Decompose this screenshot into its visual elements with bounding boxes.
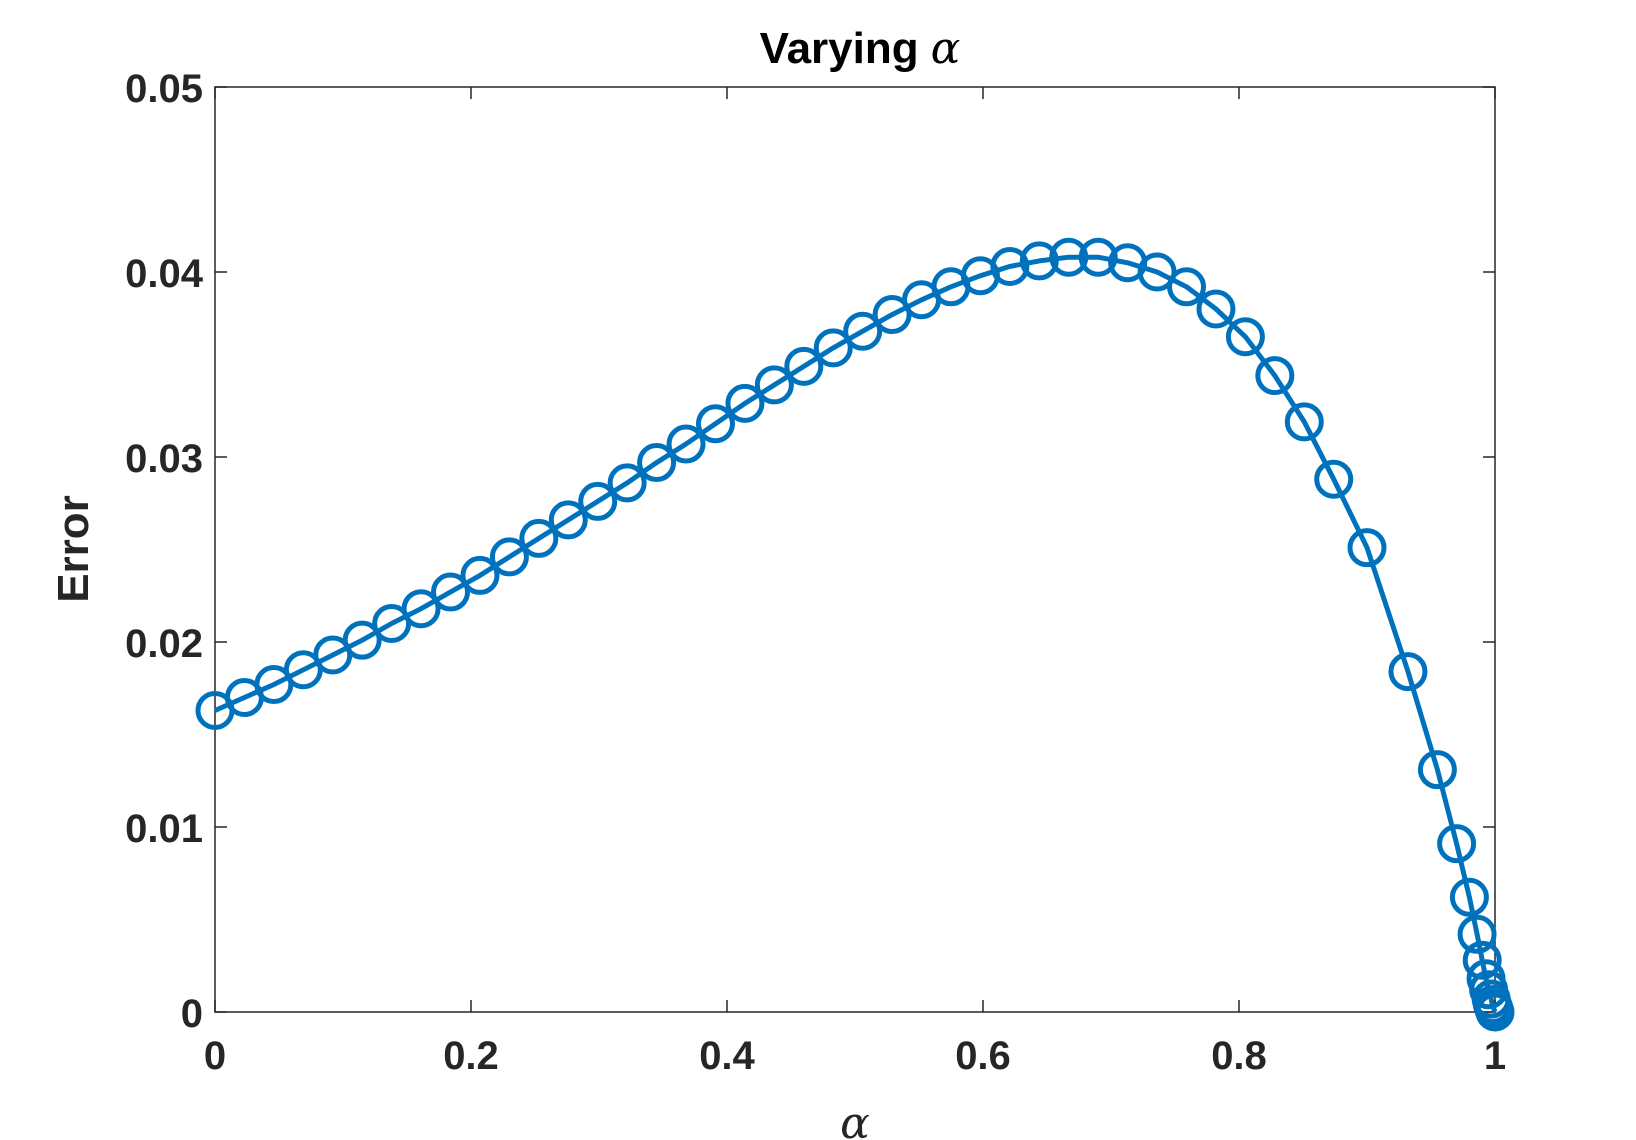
data-point-marker [431, 572, 471, 612]
data-point-marker [695, 404, 735, 444]
data-point-marker [401, 589, 441, 629]
x-tick-label: 0.6 [955, 1034, 1011, 1078]
data-point-marker [1417, 750, 1457, 790]
data-point-marker [784, 346, 824, 386]
data-point-marker [489, 537, 529, 577]
data-point-marker [1255, 356, 1295, 396]
data-point-marker [460, 555, 500, 595]
data-point-marker [1196, 289, 1236, 329]
data-point-marker [1457, 914, 1497, 954]
chart-title-symbol: α [931, 23, 961, 74]
data-point-marker [1225, 317, 1265, 357]
data-point-marker [607, 463, 647, 503]
data-point-marker [813, 328, 853, 368]
data-point-marker [548, 500, 588, 540]
axis-tick-labels: 0 0.2 0.4 0.6 0.8 1 0 0.01 0.02 0.03 0.04 0.05 [125, 67, 1506, 1078]
x-axis-label: α [840, 1098, 870, 1140]
x-tick-label: 0.2 [443, 1034, 499, 1078]
chart-title-text: Varying [760, 24, 919, 73]
data-point-marker [637, 443, 677, 483]
data-point-marker [666, 424, 706, 464]
data-point-marker [990, 246, 1030, 286]
y-tick-label: 0.01 [125, 807, 203, 851]
x-tick-label: 0.8 [1211, 1034, 1267, 1078]
y-tick-label: 0.03 [125, 437, 203, 481]
y-tick-label: 0.05 [125, 67, 203, 111]
data-point-marker [1347, 528, 1387, 568]
data-point-marker [1475, 992, 1515, 1032]
data-point-marker [1167, 267, 1207, 307]
data-point-marker [1462, 940, 1502, 980]
data-point-marker [725, 383, 765, 423]
x-tick-label: 0.4 [699, 1034, 755, 1078]
data-point-marker [1078, 237, 1118, 277]
data-point-marker [843, 311, 883, 351]
data-point-marker [578, 481, 618, 521]
data-point-marker [1314, 459, 1354, 499]
data-point-marker [1284, 402, 1324, 442]
y-axis-label: Error [49, 495, 98, 603]
data-point-marker [1049, 237, 1089, 277]
data-series [195, 237, 1515, 1032]
data-point-marker [1449, 877, 1489, 917]
x-tick-label: 1 [1484, 1034, 1506, 1078]
data-point-marker [1388, 652, 1428, 692]
y-tick-label: 0.04 [125, 252, 204, 296]
data-point-marker [1437, 824, 1477, 864]
data-point-marker [342, 620, 382, 660]
x-tick-label: 0 [204, 1034, 226, 1078]
data-point-marker [1019, 241, 1059, 281]
chart-title: Varying α [760, 23, 961, 74]
plot-area [214, 86, 1496, 1013]
data-point-marker [754, 365, 794, 405]
data-point-marker [519, 518, 559, 558]
y-tick-label: 0.02 [125, 622, 203, 666]
y-tick-label: 0 [181, 992, 203, 1036]
